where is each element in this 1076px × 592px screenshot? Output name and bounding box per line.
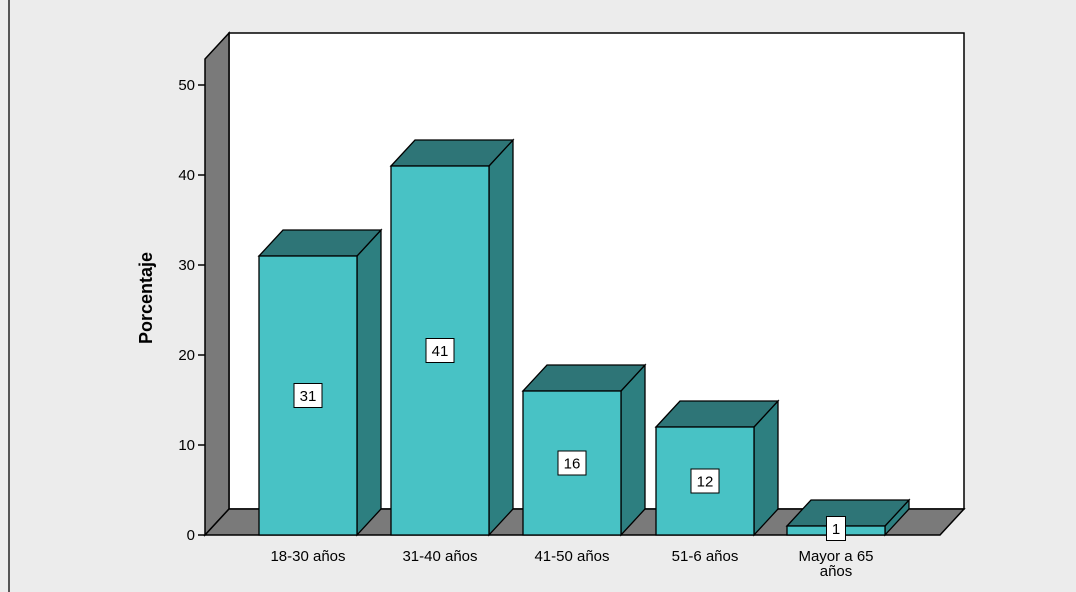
data-label: 41 [425, 338, 455, 363]
data-label-text: 31 [300, 388, 317, 405]
x-category-label-line: años [820, 563, 853, 580]
bar-side [488, 138, 514, 537]
data-label-text: 41 [432, 343, 449, 360]
x-category-label: 31-40 años [402, 548, 477, 565]
data-label-box [425, 338, 455, 363]
y-tick-label: 10 [178, 437, 195, 454]
x-category-label-line: 51-6 años [672, 548, 739, 565]
x-category-label-line: 41-50 años [534, 548, 609, 565]
y-tick-label: 30 [178, 257, 195, 274]
bar-side [356, 228, 382, 537]
y-tick-label: 50 [178, 77, 195, 94]
x-category-label-line: Mayor a 65 [798, 548, 873, 565]
bar: 12 [654, 399, 780, 537]
data-label: 16 [557, 450, 587, 476]
bars: 31 41 16 12 1 [257, 138, 911, 541]
y-axis: 0 10 20 30 40 50 [178, 77, 205, 544]
x-category-label-line: 31-40 años [402, 548, 477, 565]
x-category-label-line: 18-30 años [270, 548, 345, 565]
bar: 31 [257, 228, 383, 537]
x-category-label: Mayor a 65 años [798, 548, 873, 580]
side-wall [204, 31, 230, 537]
data-label-box [690, 468, 720, 494]
bar-side [620, 363, 646, 537]
data-label-text: 1 [832, 521, 840, 538]
data-label-box [557, 450, 587, 476]
x-category-label: 18-30 años [270, 548, 345, 565]
bar: 41 [389, 138, 515, 537]
bar: 16 [521, 363, 647, 537]
x-category-label: 41-50 años [534, 548, 609, 565]
data-label-text: 16 [564, 456, 581, 473]
bar: 1 [785, 498, 911, 541]
y-tick-label: 0 [187, 527, 195, 544]
category-labels: 18-30 años 31-40 años 41-50 años 51-6 años M… [270, 548, 873, 580]
data-label-box [826, 516, 846, 541]
y-tick-label: 20 [178, 347, 195, 364]
y-axis-label: Porcentaje [136, 252, 156, 344]
y-tick-label: 40 [178, 167, 195, 184]
data-label: 31 [293, 383, 323, 408]
x-category-label: 51-6 años [672, 548, 739, 565]
data-label: 12 [690, 468, 720, 494]
data-label-text: 12 [697, 474, 714, 491]
data-label-box [293, 383, 323, 408]
data-label: 1 [826, 516, 846, 541]
